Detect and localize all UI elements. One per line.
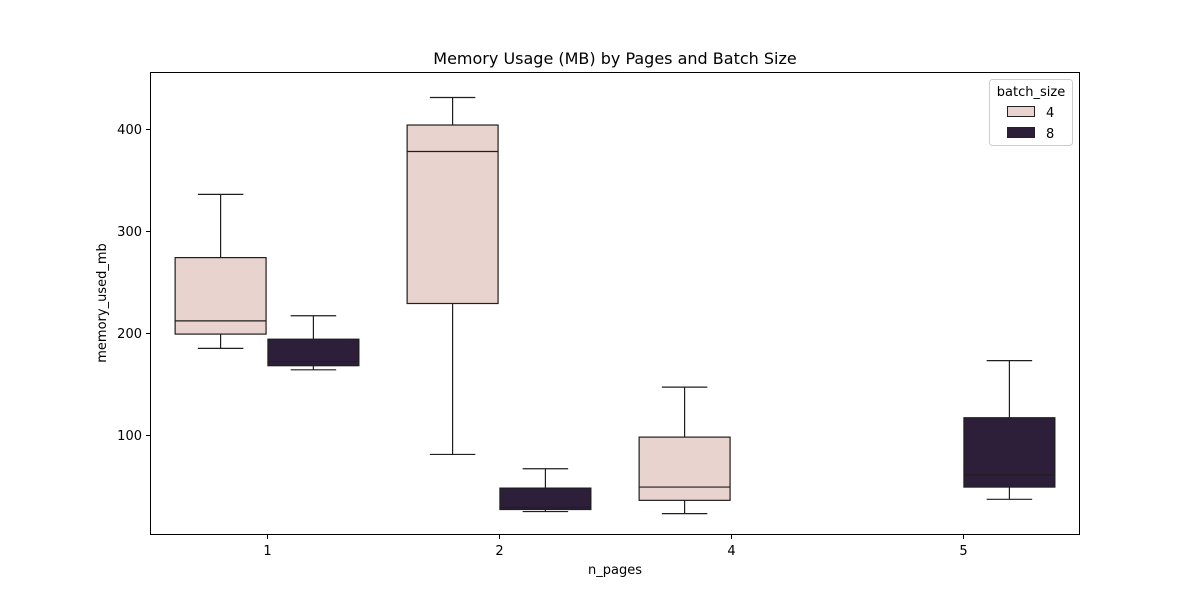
box-4-batch-4 [638, 386, 731, 515]
box-iqr [638, 436, 731, 501]
y-tick-label-200: 200 [117, 327, 142, 342]
box-5-batch-8 [963, 360, 1056, 500]
y-axis-label: memory_used_mb [95, 243, 110, 363]
box-1-batch-8 [267, 315, 360, 371]
x-tick-label-2: 2 [495, 544, 503, 559]
plot-frame [150, 72, 1080, 535]
box-iqr [963, 417, 1056, 488]
y-tick-label-100: 100 [117, 429, 142, 444]
box-2-batch-4 [406, 96, 499, 456]
box-iqr [499, 487, 592, 511]
y-tick-label-400: 400 [117, 123, 142, 138]
box-2-batch-8 [499, 468, 592, 513]
x-axis-label: n_pages [588, 563, 642, 578]
x-tick-label-4: 4 [727, 544, 735, 559]
x-tick-label-1: 1 [263, 544, 271, 559]
x-tick-label-5: 5 [959, 544, 967, 559]
legend-swatch-8 [1007, 127, 1035, 138]
legend-title: batch_size [997, 85, 1065, 100]
y-axis: 100 200 300 400 [117, 123, 151, 444]
legend: batch_size 4 8 [989, 79, 1073, 146]
x-axis: 1 2 4 5 [263, 534, 968, 559]
legend-label-4: 4 [1046, 106, 1054, 121]
box-iqr [406, 124, 499, 305]
y-tick-label-300: 300 [117, 225, 142, 240]
chart-title: Memory Usage (MB) by Pages and Batch Siz… [433, 49, 796, 68]
box-1-batch-4 [174, 193, 267, 349]
legend-label-8: 8 [1046, 127, 1054, 142]
boxes-layer [174, 96, 1056, 515]
legend-swatch-4 [1007, 106, 1035, 117]
box-iqr [174, 257, 267, 335]
